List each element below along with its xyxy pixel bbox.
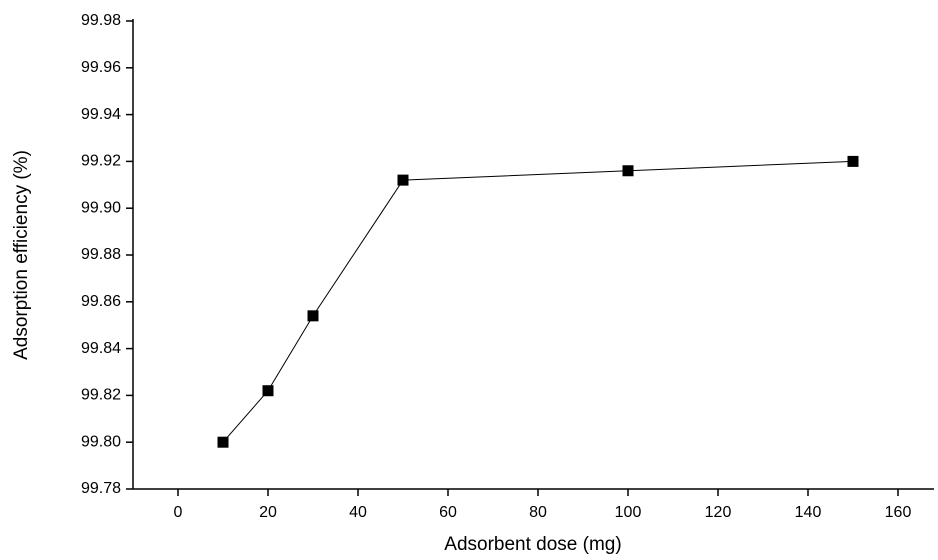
y-tick-label: 99.96 [81, 59, 121, 76]
x-tick-label: 120 [705, 504, 732, 521]
x-tick-label: 20 [259, 504, 277, 521]
data-point [307, 310, 319, 322]
data-line [222, 160, 854, 443]
y-tick-label: 99.92 [81, 153, 121, 170]
y-tick-label: 99.80 [81, 433, 121, 450]
x-axis-title: Adsorbent dose (mg) [444, 534, 621, 555]
data-point [622, 165, 634, 177]
x-tick-label: 140 [795, 504, 822, 521]
x-tick-label: 100 [615, 504, 642, 521]
data-point [397, 174, 409, 186]
x-tick-label: 40 [349, 504, 367, 521]
data-point [262, 385, 274, 397]
data-point [847, 155, 859, 167]
y-tick-label: 99.98 [81, 12, 121, 29]
y-tick-label: 99.84 [81, 340, 121, 357]
x-tick-label: 160 [885, 504, 912, 521]
y-tick-label: 99.88 [81, 246, 121, 263]
y-axis-title: Adsorption efficiency (%) [11, 150, 32, 360]
y-tick-label: 99.94 [81, 106, 121, 123]
data-point [217, 436, 229, 448]
y-tick-label: 99.78 [81, 480, 121, 497]
x-tick-label: 80 [529, 504, 547, 521]
x-tick-label: 60 [439, 504, 457, 521]
x-tick-label: 0 [174, 504, 183, 521]
y-tick-label: 99.82 [81, 387, 121, 404]
y-tick-label: 99.86 [81, 293, 121, 310]
y-tick-label: 99.90 [81, 199, 121, 216]
